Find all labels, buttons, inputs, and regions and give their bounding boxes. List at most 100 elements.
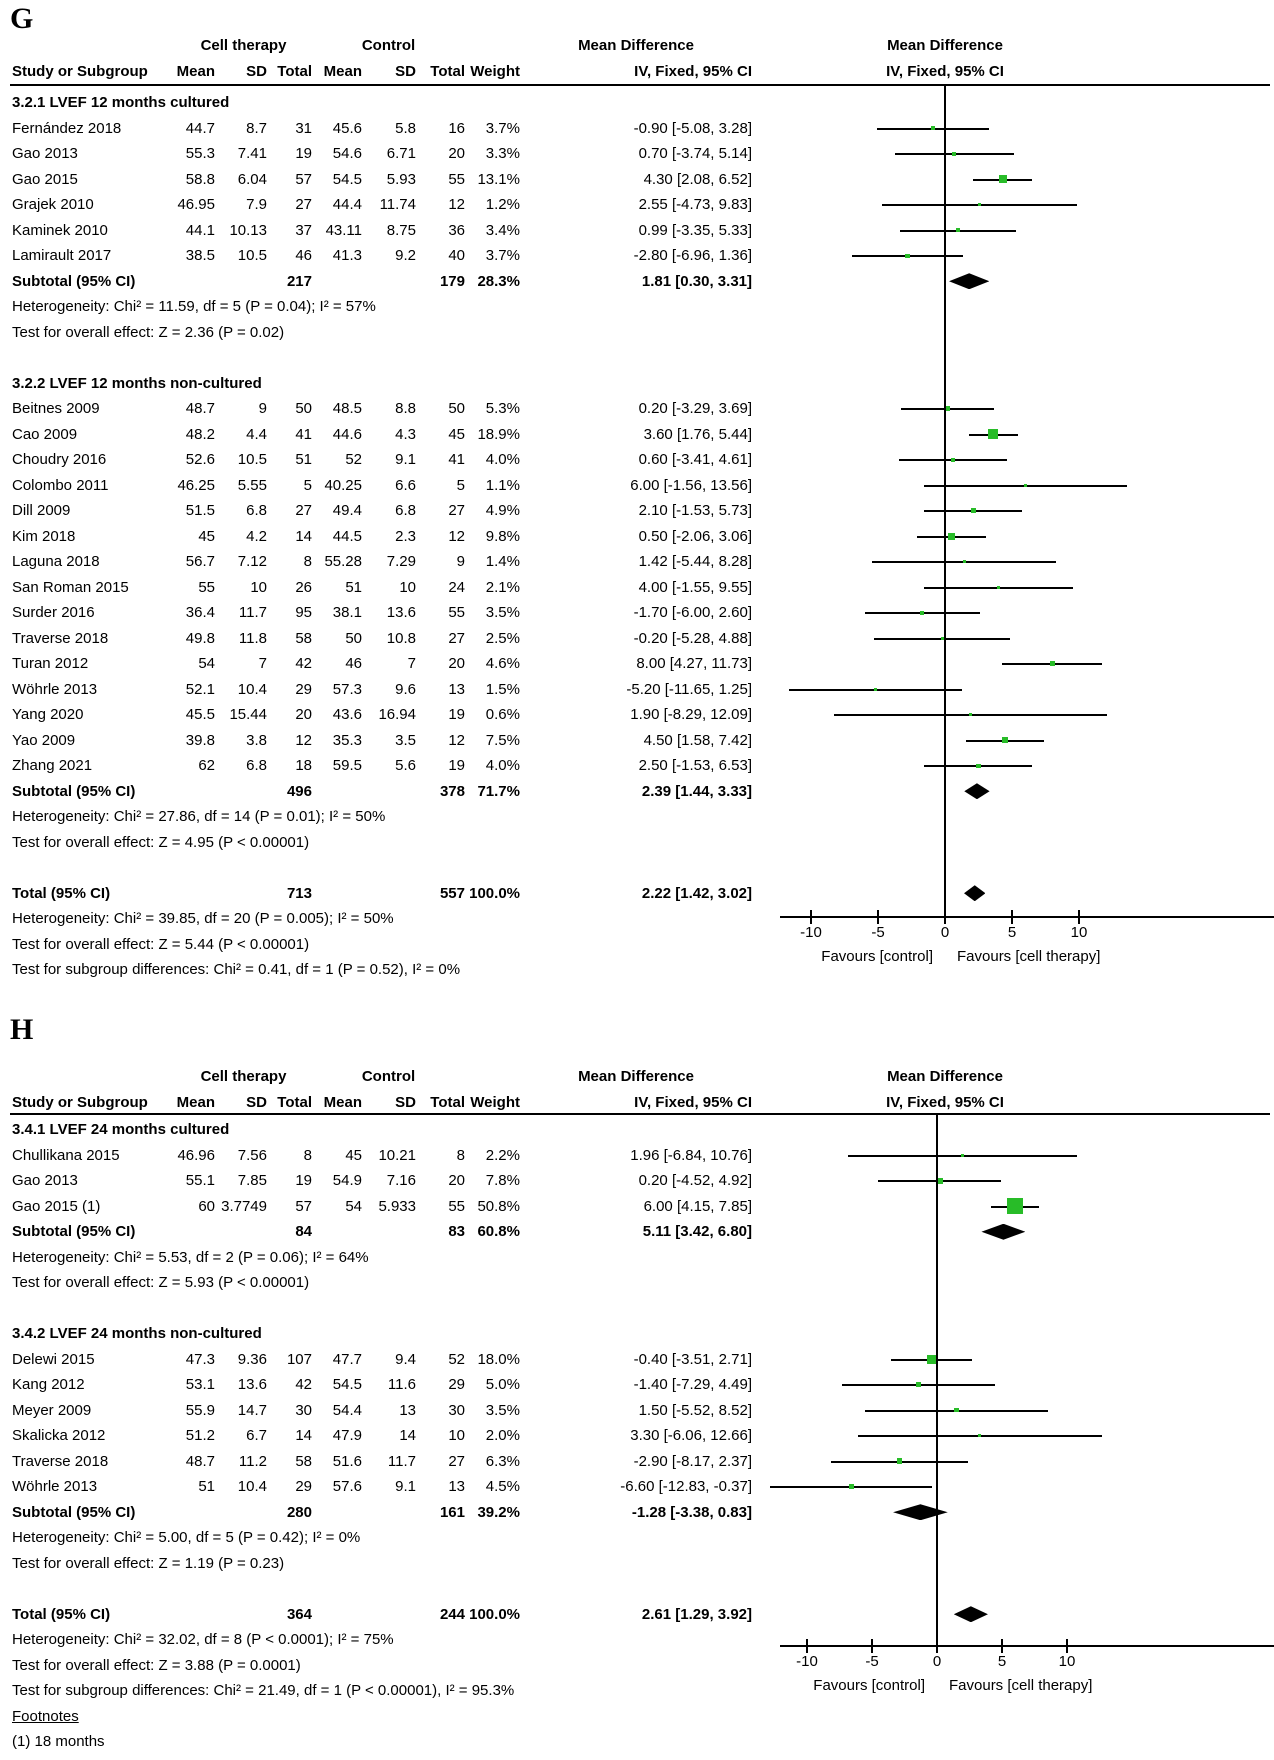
control-mean: 43.11: [325, 221, 362, 239]
study-name: Total (95% CI): [12, 884, 111, 902]
stats-text: Heterogeneity: Chi² = 27.86, df = 14 (P …: [12, 808, 386, 825]
point-estimate-marker: [916, 1382, 922, 1388]
weight-value: 2.0%: [485, 1427, 520, 1444]
treatment-mean: 44.1: [185, 221, 215, 239]
plot-cell: [740, 473, 1274, 499]
group-header-row: Cell therapy Control Mean Difference Mea…: [0, 34, 1274, 58]
study-row: Gao 2013 55.1 7.85 19 54.9 7.16 20 7.8% 0.20 [-4…: [0, 1168, 1274, 1194]
forest-rows-g: 3.2.1 LVEF 12 months cultured Fernández 2…: [0, 90, 1274, 983]
ci-text: 0.70 [-3.74, 5.14]: [638, 145, 752, 162]
axis-tick-label: 10: [1058, 1653, 1076, 1670]
point-estimate-marker: [956, 228, 961, 233]
treatment-mean: 55.9: [185, 1401, 215, 1419]
mean-difference-plot-header: Mean Difference: [887, 1068, 1003, 1085]
study-row: Choudry 2016 52.6 10.5 51 52 9.1 41 4.0% 0.60 [-…: [0, 447, 1274, 473]
text-row: Heterogeneity: Chi² = 11.59, df = 5 (P =…: [0, 294, 1274, 320]
text-row: Heterogeneity: Chi² = 5.00, df = 5 (P = …: [0, 1525, 1274, 1551]
text-row: Test for overall effect: Z = 1.19 (P = 0…: [0, 1551, 1274, 1577]
study-row: Kang 2012 53.1 13.6 42 54.5 11.6 29 5.0% -1.40 […: [0, 1372, 1274, 1398]
column-header-row: Study or Subgroup Mean SD Total Mean SD …: [0, 60, 1274, 84]
treatment-total: 8: [303, 1146, 312, 1164]
text-row: Heterogeneity: Chi² = 5.53, df = 2 (P = …: [0, 1245, 1274, 1271]
treatment-total: 19: [295, 1172, 312, 1189]
axis-tick-label: -5: [865, 1653, 879, 1670]
weight-value: 2.2%: [485, 1146, 520, 1164]
axis-tick-label: 5: [997, 1653, 1007, 1670]
panel-h: H Cell therapy Control Mean Difference M…: [0, 1005, 1274, 1760]
treatment-sd: 6.04: [237, 170, 267, 188]
study-row: Lamirault 2017 38.5 10.5 46 41.3 9.2 40 3.7% -2.…: [0, 243, 1274, 269]
treatment-mean: 53.1: [185, 1376, 215, 1393]
control-sd: 11.74: [379, 196, 416, 213]
axis-tick: [1078, 910, 1080, 924]
col-weight: Weight: [470, 1094, 520, 1111]
study-row: Yao 2009 39.8 3.8 12 35.3 3.5 12 7.5% 4.50 [1.58…: [0, 728, 1274, 754]
point-estimate-marker: [978, 1434, 982, 1438]
plot-cell: [740, 141, 1274, 167]
treatment-mean: 54: [198, 655, 215, 672]
control-sd: 16.94: [378, 706, 416, 723]
control-mean: 44.5: [332, 527, 362, 545]
cell-therapy-group-header: Cell therapy: [200, 1068, 287, 1085]
treatment-mean: 56.7: [185, 553, 215, 570]
control-mean: 54.6: [332, 145, 362, 162]
treatment-sd: 7.41: [237, 145, 267, 162]
study-name: Dill 2009: [12, 502, 71, 519]
treatment-sd: 4.4: [246, 425, 267, 443]
axis-line: [780, 916, 1274, 918]
study-name: Choudry 2016: [12, 451, 107, 468]
treatment-mean: 62: [198, 757, 215, 774]
plot-cell: [740, 753, 1274, 779]
weight-value: 3.5%: [485, 604, 520, 621]
point-estimate-marker: [873, 687, 877, 691]
weight-value: 1.4%: [485, 553, 520, 570]
control-mean: 54.4: [332, 1401, 362, 1419]
stats-text: Test for overall effect: Z = 2.36 (P = 0…: [12, 323, 285, 341]
control-total: 557: [439, 884, 465, 902]
axis-tick-label: 0: [940, 924, 950, 941]
treatment-total: 95: [295, 604, 312, 621]
point-estimate-marker: [952, 151, 957, 156]
point-estimate-marker: [997, 585, 1001, 589]
text-row: Test for overall effect: Z = 4.95 (P < 0…: [0, 830, 1274, 856]
ci-text: 0.20 [-3.29, 3.69]: [638, 400, 752, 417]
control-sd: 5.6: [395, 757, 416, 774]
weight-value: 3.3%: [485, 145, 520, 162]
treatment-sd: 6.8: [246, 502, 267, 519]
treatment-total: 31: [295, 119, 312, 137]
weight-value: 3.7%: [485, 247, 520, 264]
study-row: Turan 2012 54 7 42 46 7 20 4.6% 8.00 [4.27, 11.7…: [0, 651, 1274, 677]
treatment-mean: 49.8: [185, 629, 215, 647]
study-row: Cao 2009 48.2 4.4 41 44.6 4.3 45 18.9% 3.60 [1.7…: [0, 422, 1274, 448]
control-sd: 7.29: [386, 553, 416, 570]
plot-cell: [740, 549, 1274, 575]
axis-tick-label: -10: [800, 924, 822, 941]
blank-row: [0, 345, 1274, 371]
weight-value: 3.5%: [485, 1401, 520, 1419]
control-sd: 9.1: [395, 451, 416, 468]
col-ci-method-plot: IV, Fixed, 95% CI: [886, 1094, 1004, 1111]
control-mean: 45: [345, 1146, 362, 1164]
plot-cell: [740, 1474, 1274, 1500]
study-row: Laguna 2018 56.7 7.12 8 55.28 7.29 9 1.4% 1.42 […: [0, 549, 1274, 575]
pooled-diamond: [953, 1606, 988, 1623]
col-study: Study or Subgroup: [12, 1094, 148, 1111]
stats-text: Test for subgroup differences: Chi² = 21…: [12, 1682, 515, 1699]
control-total: 378: [439, 782, 465, 800]
treatment-sd: 3.7749: [221, 1197, 267, 1215]
control-total: 36: [448, 221, 465, 239]
study-name: Zhang 2021: [12, 757, 93, 774]
control-total: 40: [448, 247, 465, 264]
zero-effect-line: [936, 1115, 938, 1645]
study-name: Kaminek 2010: [12, 221, 108, 239]
plot-cell: [740, 1194, 1274, 1220]
treatment-mean: 46.95: [177, 196, 215, 213]
point-estimate-marker: [977, 203, 981, 207]
zero-effect-line: [944, 86, 946, 916]
study-name: Subtotal (95% CI): [12, 782, 136, 800]
stats-text: Test for overall effect: Z = 5.44 (P < 0…: [12, 935, 310, 953]
control-sd: 9.4: [395, 1350, 416, 1368]
weight-value: 18.0%: [477, 1350, 520, 1368]
weight-value: 4.5%: [485, 1478, 520, 1495]
treatment-sd: 5.55: [237, 476, 267, 494]
